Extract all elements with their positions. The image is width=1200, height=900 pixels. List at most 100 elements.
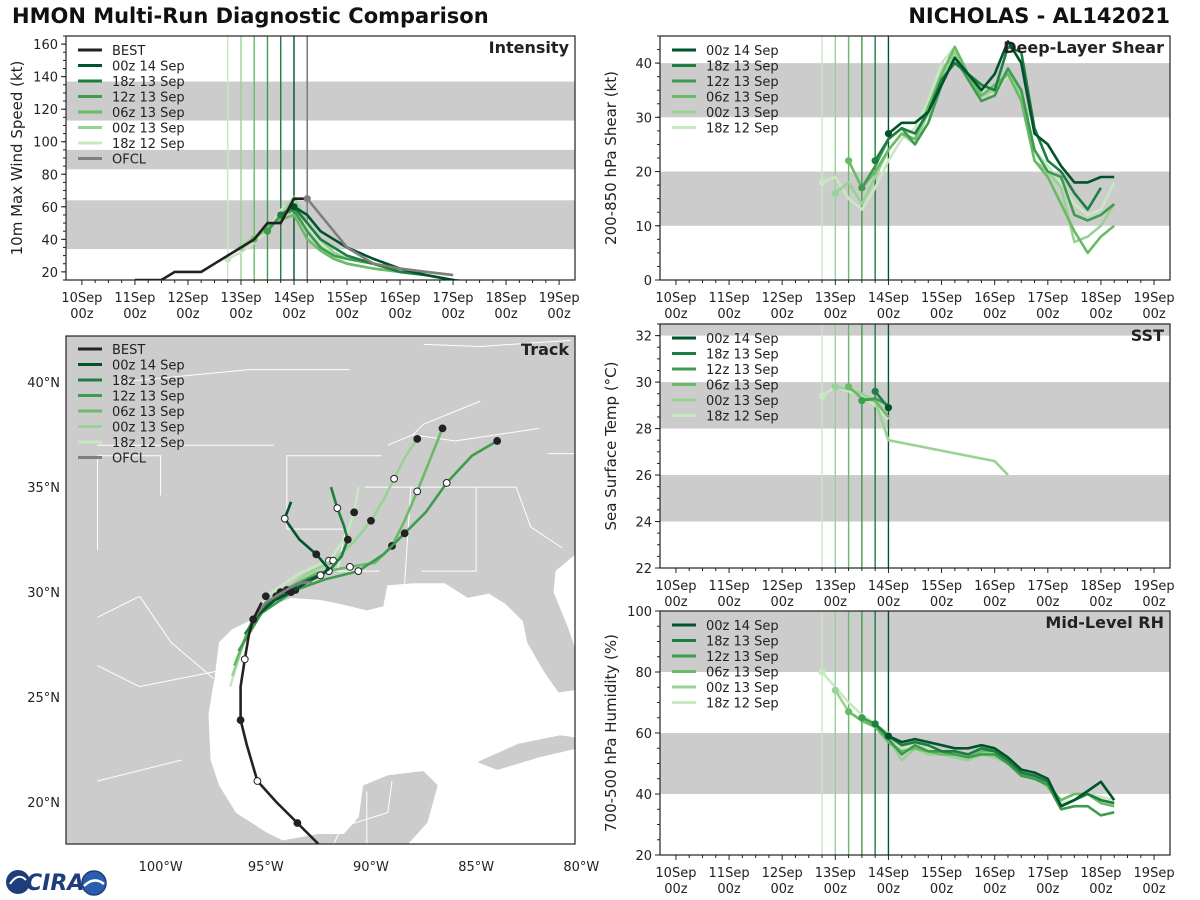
- intensity-legend-label: BEST: [112, 44, 145, 59]
- rh-xtick-label-day: 15Sep: [921, 866, 962, 881]
- track-run-point: [354, 567, 363, 576]
- track-border: [333, 780, 393, 844]
- track-border: [421, 487, 477, 572]
- track-border: [97, 759, 182, 782]
- rh-xtick-label-day: 13Sep: [815, 866, 856, 881]
- shear-xtick-label-day: 16Sep: [974, 291, 1015, 306]
- rh-panel: 2040608010010Sep00z11Sep00z12Sep00z13Sep…: [602, 605, 1175, 897]
- sst-xtick-label-day: 16Sep: [974, 579, 1015, 594]
- track-run-point: [346, 563, 354, 571]
- shear-band: [660, 63, 1170, 118]
- shear-xtick-label-day: 13Sep: [815, 291, 856, 306]
- shear-plot-content: [660, 36, 1170, 280]
- shear-xtick-label-day: 18Sep: [1080, 291, 1121, 306]
- sst-xtick-label-day: 19Sep: [1134, 579, 1175, 594]
- rh-ytick-label: 40: [635, 788, 652, 803]
- shear-xtick-label-day: 11Sep: [709, 291, 750, 306]
- shear-band: [660, 171, 1170, 226]
- shear-ytick-label: 40: [635, 57, 652, 72]
- intensity-best-line: [134, 197, 308, 280]
- sst-xtick-label-hour: 00z: [983, 595, 1007, 610]
- intensity-run-line: [293, 205, 459, 280]
- shear-xtick-label-day: 12Sep: [762, 291, 803, 306]
- track-run-point: [261, 592, 270, 601]
- track-legend-label: 18z 12 Sep: [112, 436, 185, 451]
- rh-band: [660, 611, 1170, 672]
- intensity-run-point: [290, 203, 298, 211]
- intensity-xtick-label-day: 18Sep: [486, 291, 527, 306]
- shear-legend-label: 00z 13 Sep: [706, 106, 779, 121]
- sst-xtick-label-hour: 00z: [1142, 595, 1166, 610]
- track-xtick-label: 100°W: [139, 860, 183, 875]
- intensity-xtick-label-hour: 00z: [70, 307, 94, 322]
- rh-xtick-label-day: 14Sep: [868, 866, 909, 881]
- shear-xtick-label-hour: 00z: [1089, 307, 1113, 322]
- rh-ytick-label: 80: [635, 666, 652, 681]
- sst-run-point: [818, 392, 826, 400]
- shear-xtick-label-hour: 00z: [664, 307, 688, 322]
- track-run-point: [413, 434, 422, 443]
- sst-ytick-label: 22: [635, 562, 652, 577]
- intensity-xtick-label-day: 12Sep: [167, 291, 208, 306]
- sst-xtick-label-day: 11Sep: [709, 579, 750, 594]
- track-border: [97, 665, 235, 688]
- rh-run-point: [844, 708, 853, 716]
- rh-xtick-label-hour: 00z: [717, 882, 741, 897]
- rh-xtick-label-hour: 00z: [1142, 882, 1166, 897]
- rh-title: Mid-Level RH: [1045, 613, 1164, 632]
- sst-xtick-label-day: 10Sep: [655, 579, 696, 594]
- shear-ylabel: 200-850 hPa Shear (kt): [602, 71, 620, 245]
- shear-run-point: [844, 157, 853, 165]
- intensity-ofcl-line: [306, 197, 454, 277]
- shear-xtick-label-day: 19Sep: [1134, 291, 1175, 306]
- sst-legend-label: 00z 14 Sep: [706, 332, 779, 347]
- rh-ytick-label: 60: [635, 727, 652, 742]
- track-ytick-label: 35°N: [27, 481, 60, 496]
- intensity-xtick-label-day: 15Sep: [326, 291, 367, 306]
- intensity-legend-label: 18z 12 Sep: [112, 137, 185, 152]
- track-run-point: [493, 437, 502, 445]
- sst-legend-label: 12z 13 Sep: [706, 363, 779, 378]
- sst-xtick-label-day: 17Sep: [1027, 579, 1068, 594]
- rh-xtick-label-hour: 00z: [824, 882, 848, 897]
- rh-xtick-label-day: 17Sep: [1027, 866, 1068, 881]
- track-ytick-label: 30°N: [27, 586, 60, 601]
- shear-run-line: [874, 45, 1103, 211]
- intensity-xtick-label-day: 13Sep: [220, 291, 261, 306]
- intensity-xtick-label-hour: 00z: [335, 307, 359, 322]
- rh-run-point: [884, 732, 893, 740]
- shear-run-line: [847, 45, 1116, 255]
- track-frame: [65, 335, 576, 845]
- sst-xtick-label-hour: 00z: [930, 595, 954, 610]
- track-run-point: [333, 504, 342, 513]
- intensity-xtick-label-day: 14Sep: [273, 291, 314, 306]
- sst-xtick-label-day: 12Sep: [762, 579, 803, 594]
- track-run-point: [442, 479, 451, 487]
- intensity-legend-label: 00z 13 Sep: [112, 122, 185, 137]
- track-run-line: [252, 501, 331, 621]
- track-legend-label: 00z 14 Sep: [112, 359, 185, 374]
- sst-run-point: [844, 383, 853, 391]
- intensity-ytick-label: 80: [41, 168, 58, 183]
- sst-legend-label: 18z 12 Sep: [706, 410, 779, 425]
- track-run-point: [350, 508, 359, 517]
- shear-legend-label: 18z 13 Sep: [706, 60, 779, 75]
- sst-band: [660, 382, 1170, 429]
- intensity-legend-label: 12z 13 Sep: [112, 91, 185, 106]
- track-panel: 100°W 95°W 90°W 85°W 80°W 20°N 25°N 30°N 35°N 40°…: [27, 335, 599, 875]
- track-border: [423, 339, 571, 348]
- sst-xtick-label-hour: 00z: [1036, 595, 1060, 610]
- sst-xtick-label-hour: 00z: [824, 595, 848, 610]
- track-run-point: [438, 424, 447, 433]
- rh-legend-label: 00z 13 Sep: [706, 681, 779, 696]
- shear-ytick-label: 30: [635, 111, 652, 126]
- sst-xtick-label-day: 15Sep: [921, 579, 962, 594]
- track-ytick-label: 20°N: [27, 796, 60, 811]
- rh-legend-label: 12z 13 Sep: [706, 650, 779, 665]
- intensity-xtick-label-hour: 00z: [176, 307, 200, 322]
- sst-ylabel: Sea Surface Temp (°C): [602, 361, 620, 530]
- shear-run-line: [887, 40, 1115, 184]
- sst-xtick-label-day: 13Sep: [815, 579, 856, 594]
